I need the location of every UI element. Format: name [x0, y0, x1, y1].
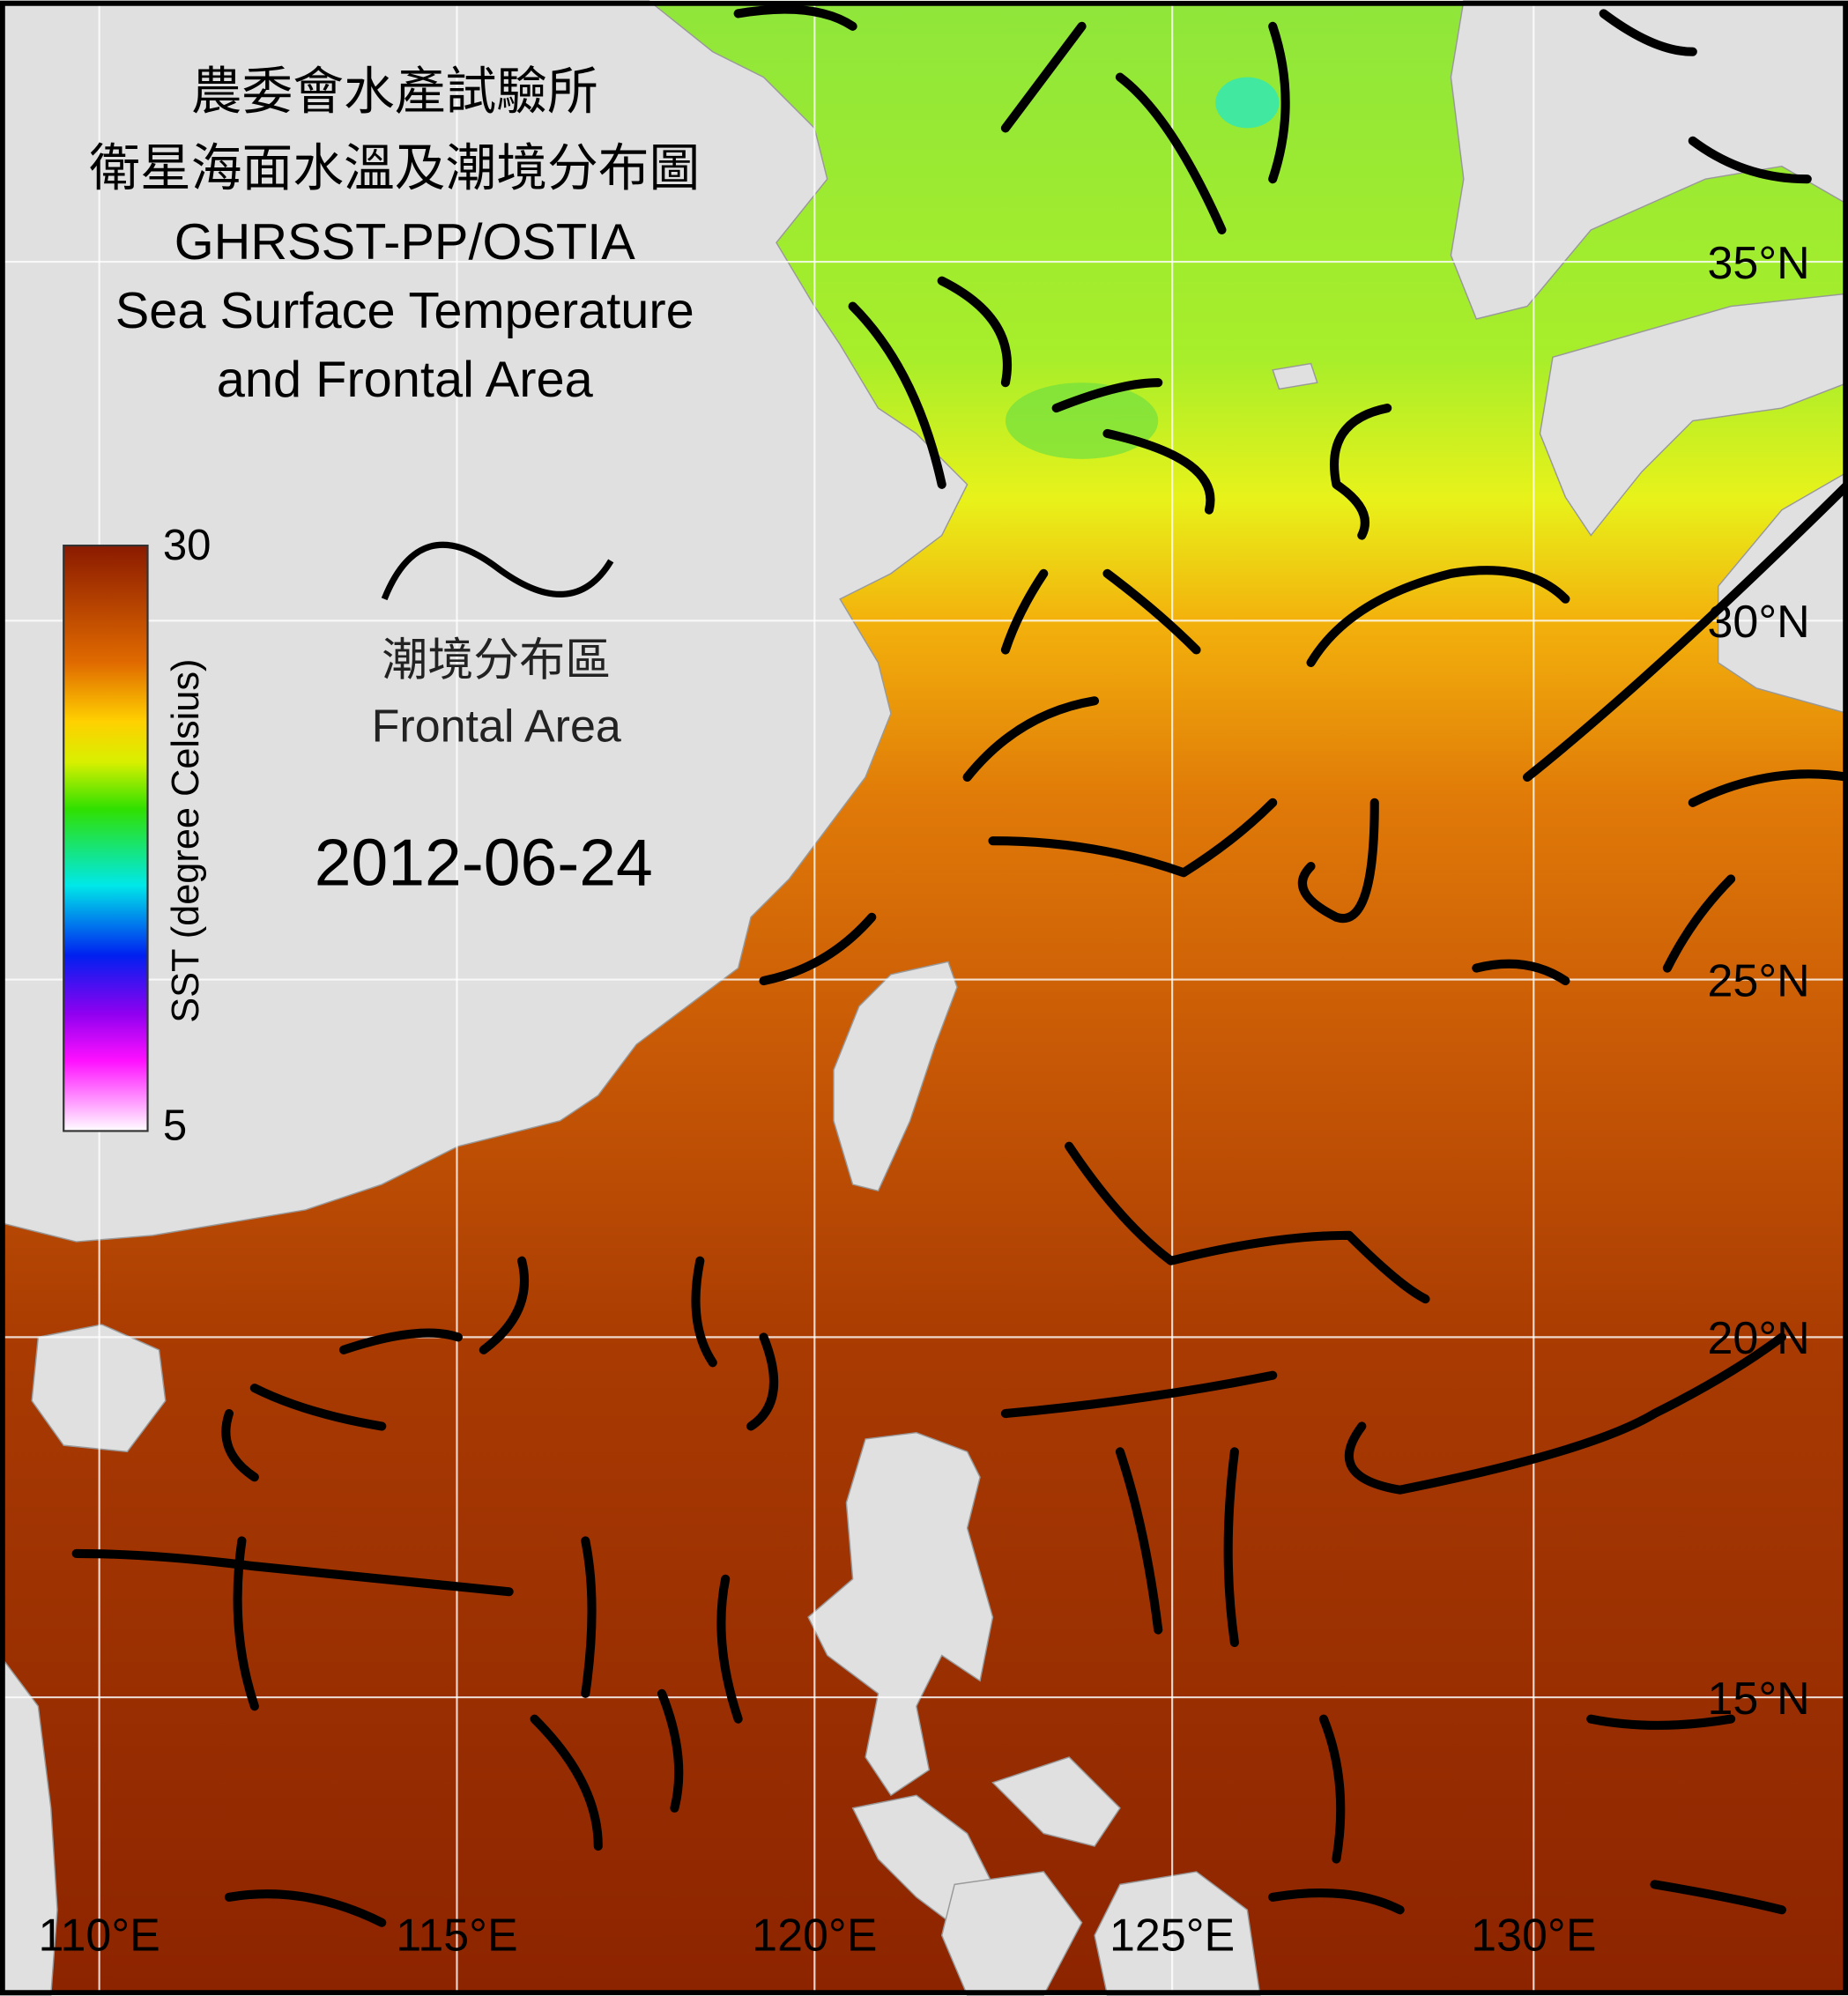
land	[0, 1654, 58, 1996]
front	[71, 1536, 597, 1698]
colorbar	[63, 544, 149, 1132]
lon-label: 125°E	[1110, 1910, 1235, 1961]
title-line: 衛星海面水溫及潮境分布圖	[89, 140, 700, 197]
front	[1344, 1332, 1786, 1495]
land	[991, 1756, 1121, 1847]
lon-label: 120°E	[752, 1910, 877, 1961]
lon-label: 115°E	[396, 1910, 517, 1961]
title-line: Sea Surface Temperature	[115, 283, 694, 339]
front	[1051, 378, 1163, 413]
front	[233, 1536, 743, 1724]
land	[807, 1431, 994, 1797]
front	[1115, 72, 1227, 234]
front	[1297, 798, 1379, 924]
lat-label: 15°N	[1708, 1673, 1810, 1725]
land	[1450, 0, 1848, 320]
front	[1000, 1370, 1278, 1419]
title-block: 農委會水產試驗所 衛星海面水溫及潮境分布圖 GHRSST-PP/OSTIA Se…	[89, 64, 700, 408]
front	[1102, 428, 1215, 515]
front	[1599, 9, 1697, 56]
front	[1115, 1447, 1239, 1648]
date: 2012-06-24	[315, 826, 653, 900]
colorbar-ticks: 30 5	[163, 522, 212, 1150]
colorbar-tick-label: 5	[163, 1102, 187, 1150]
front	[1688, 136, 1812, 184]
front	[1000, 568, 1049, 655]
front	[338, 1256, 529, 1354]
cool-patch	[1215, 77, 1280, 129]
legend-label: 潮境分布區	[382, 634, 611, 686]
front	[1268, 21, 1290, 184]
frontal-lines	[71, 4, 1848, 1927]
land	[1717, 471, 1848, 715]
land	[1539, 293, 1848, 537]
front	[1065, 1141, 1430, 1304]
front	[224, 1880, 1786, 1927]
title-line: and Frontal Area	[217, 352, 594, 408]
front	[1000, 21, 1087, 133]
legend-label: Frontal Area	[372, 701, 621, 752]
front	[1102, 568, 1201, 655]
front	[1472, 959, 1570, 986]
front	[1306, 566, 1570, 668]
colorbar-tick-label: 30	[163, 522, 212, 569]
lon-label: 110°E	[38, 1910, 160, 1961]
front	[1523, 479, 1848, 782]
front	[759, 912, 877, 986]
front	[221, 1384, 387, 1482]
front	[962, 696, 1100, 782]
front	[988, 798, 1278, 878]
front	[691, 1256, 779, 1431]
front	[1688, 769, 1848, 807]
lat-label: 30°N	[1708, 597, 1810, 648]
land	[1272, 362, 1318, 390]
front	[530, 1688, 684, 1851]
title-line: GHRSST-PP/OSTIA	[174, 214, 636, 271]
front	[937, 276, 1013, 388]
lat-label: 20°N	[1708, 1313, 1810, 1364]
legend-symbol	[381, 541, 614, 601]
lon-label: 130°E	[1471, 1910, 1596, 1961]
colorbar-label: SST (degree Celsius)	[165, 659, 207, 1023]
lat-label: 35°N	[1708, 238, 1810, 289]
lat-label: 25°N	[1708, 955, 1810, 1006]
title-line: 農委會水產試驗所	[191, 64, 598, 121]
front	[1662, 874, 1736, 973]
front	[848, 301, 946, 489]
front	[1318, 1714, 1736, 1864]
front	[733, 4, 857, 31]
front	[1329, 404, 1392, 540]
